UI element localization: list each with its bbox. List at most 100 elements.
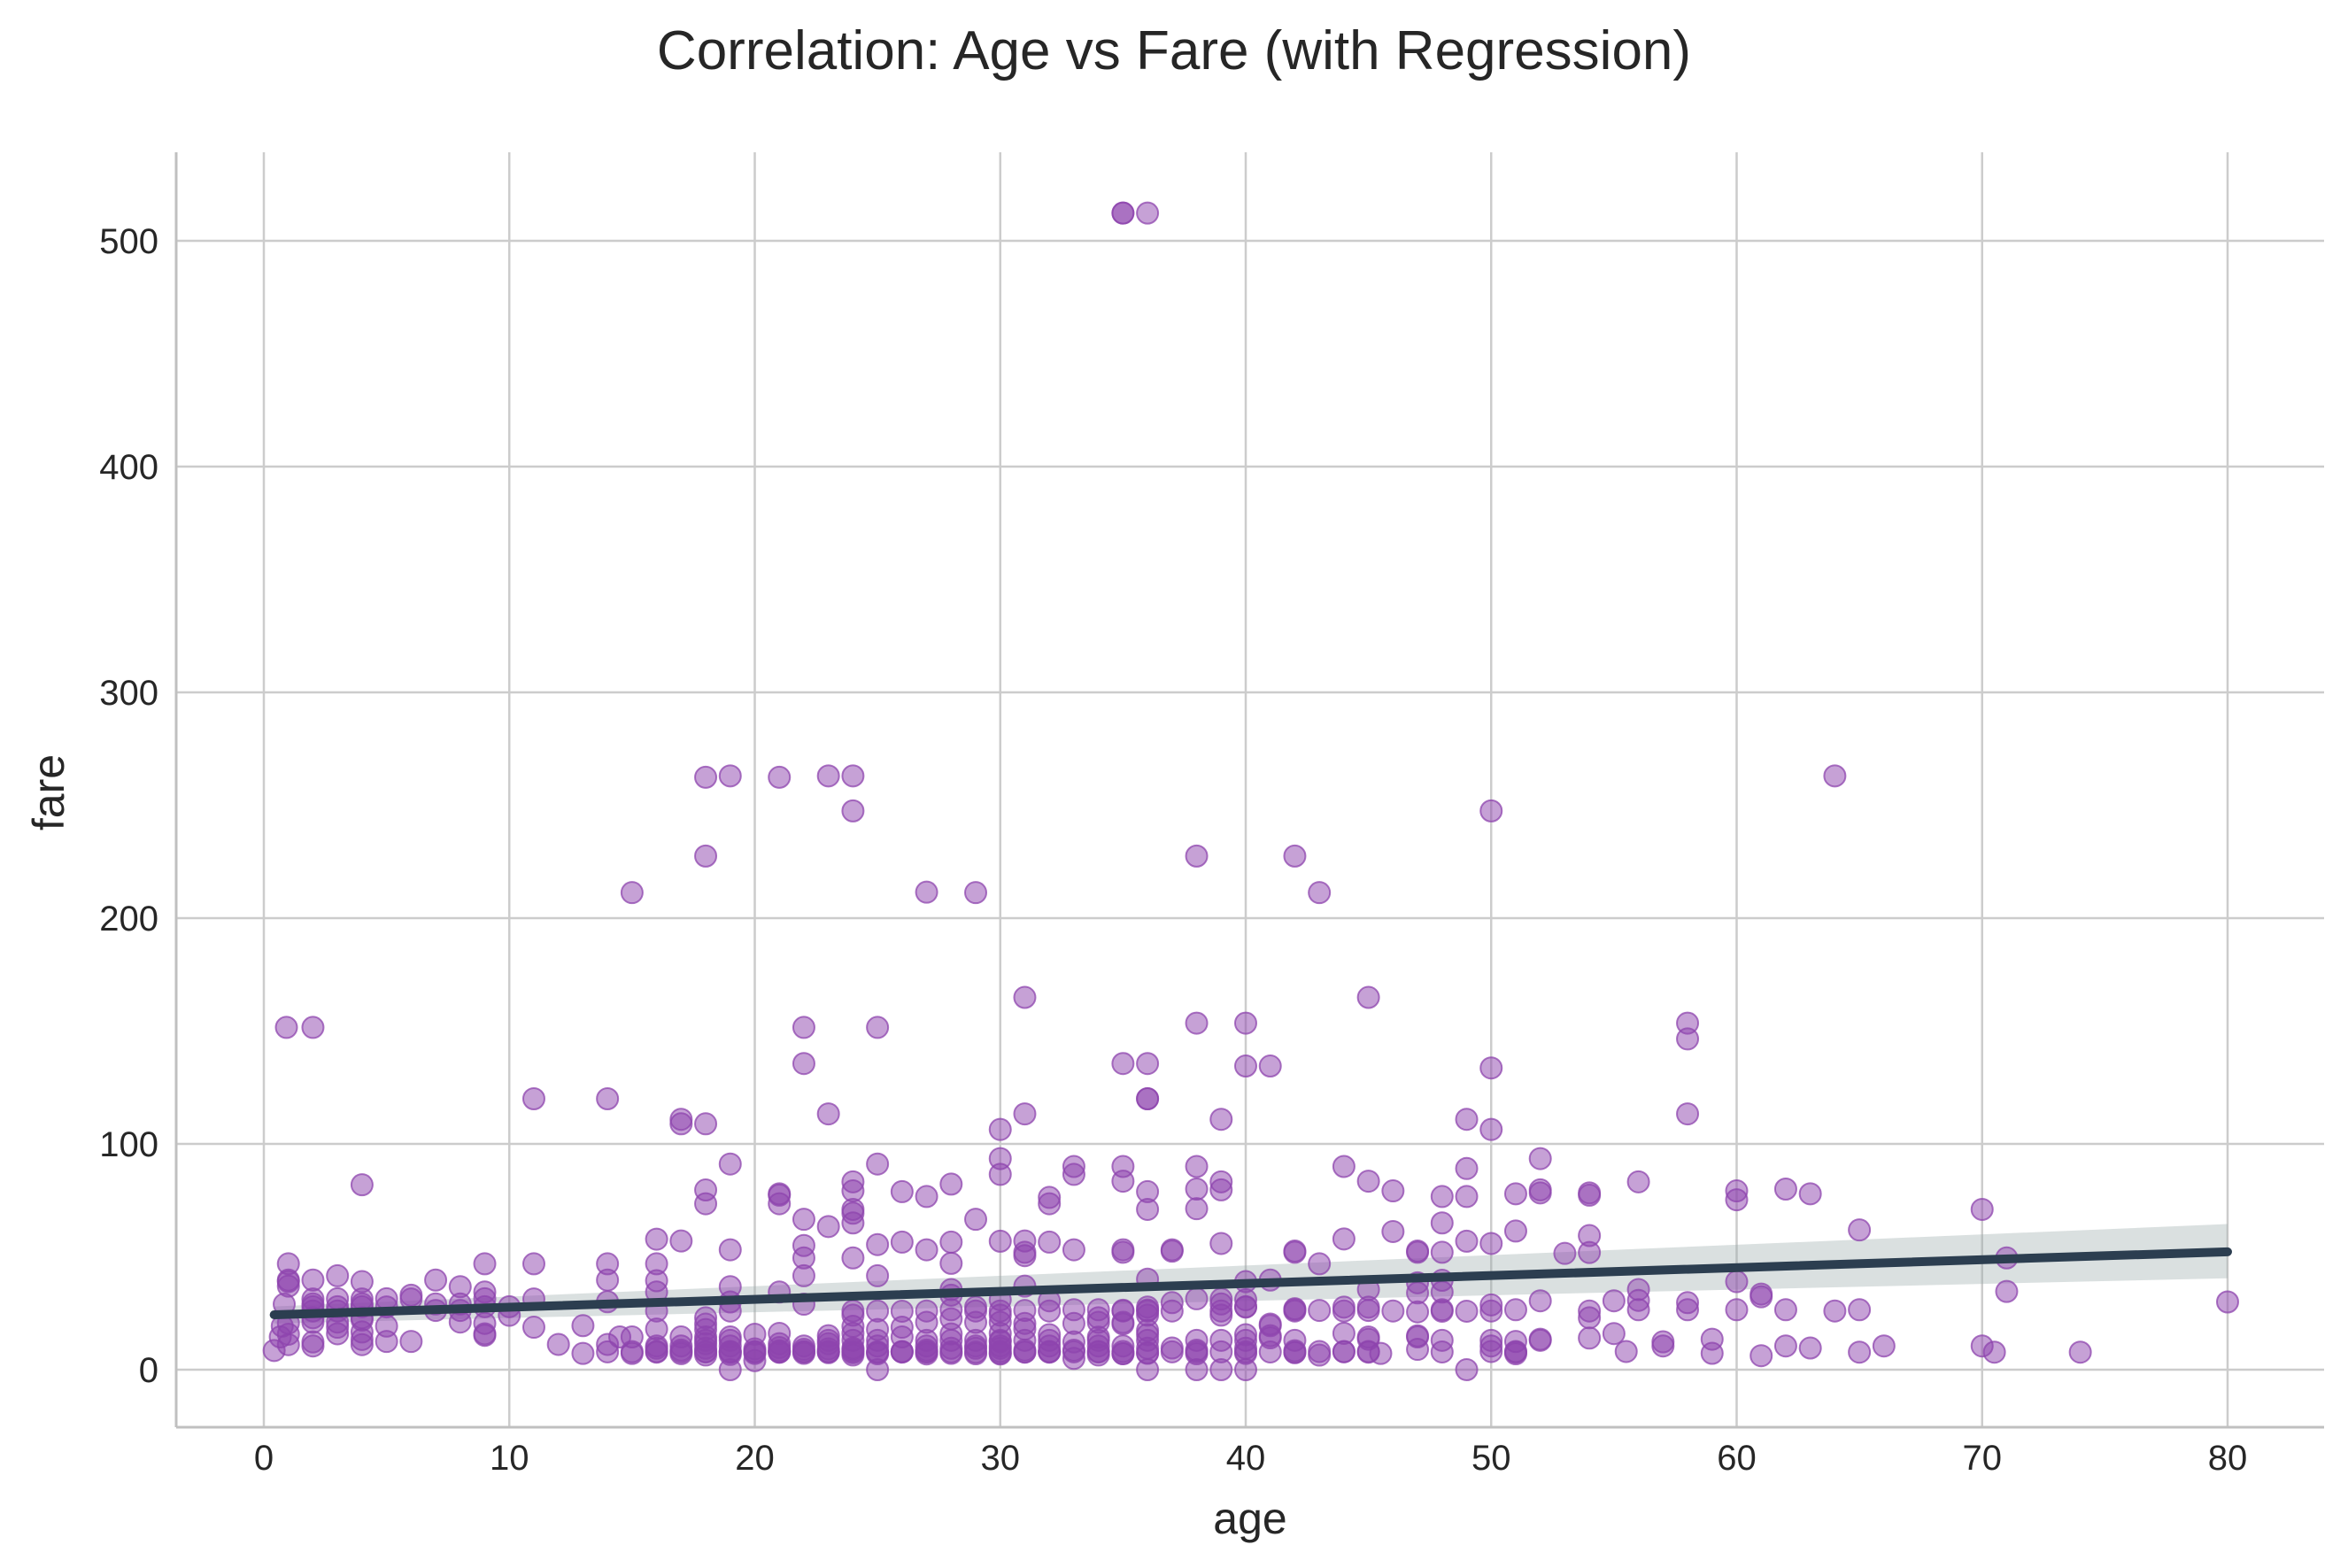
y-tick-label: 300 [99,674,158,713]
data-point [399,1330,423,1354]
data-point [1995,1279,2019,1303]
data-point [1528,1147,1552,1170]
data-point [1356,985,1380,1009]
data-point [816,1324,840,1348]
data-point [1479,1328,1503,1352]
x-tick-label: 50 [1471,1439,1511,1478]
data-point [792,1334,815,1358]
data-point [1553,1241,1577,1265]
data-point [301,1268,325,1292]
data-point [1136,1087,1160,1110]
regression-line [269,1247,2232,1320]
data-point [866,1232,890,1256]
data-point [964,881,988,905]
data-point [276,1270,300,1294]
data-point [1528,1178,1552,1201]
x-tick-label: 10 [490,1439,529,1478]
data-point [1283,1297,1307,1321]
data-point [1308,1252,1332,1276]
data-point [964,1208,988,1232]
data-point [473,1280,497,1304]
data-point [1602,1289,1626,1313]
data-point [620,1325,644,1349]
data-point [768,1321,792,1345]
data-point [1234,1323,1257,1347]
data-point [1773,1298,1797,1322]
data-point [915,1185,938,1209]
data-point [1013,985,1037,1009]
data-point [1209,1287,1233,1311]
data-point [1479,1293,1503,1317]
data-point [816,1102,840,1126]
data-point [1308,881,1332,905]
data-point [890,1230,914,1254]
data-point [1136,1052,1160,1076]
x-tick-label: 20 [735,1439,775,1478]
data-point [669,1229,693,1253]
data-point [866,1016,890,1039]
x-tick-label: 30 [981,1439,1021,1478]
data-point [768,765,792,789]
y-tick-label: 0 [139,1351,158,1390]
data-point [841,799,865,823]
data-point [1848,1218,1872,1242]
data-point [1111,1298,1135,1322]
data-point [1234,1054,1257,1078]
data-point [1479,1232,1503,1255]
data-point [350,1173,374,1197]
data-point [1725,1298,1749,1322]
data-point [571,1314,595,1338]
data-point [841,1170,865,1193]
data-point [988,1229,1012,1253]
data-point [1848,1340,1872,1364]
data-point [866,1152,890,1176]
data-point [866,1299,890,1323]
data-point [1283,844,1307,868]
data-point [301,1330,325,1354]
data-point [1258,1312,1282,1336]
data-point [890,1299,914,1323]
data-point [743,1322,767,1346]
data-point [1676,1011,1700,1035]
data-point [939,1251,963,1275]
data-point [792,1016,815,1039]
data-point [1038,1230,1062,1254]
data-point [915,1238,938,1262]
data-point [1111,1052,1135,1076]
data-point [1700,1327,1724,1351]
data-point [1185,1197,1209,1221]
data-point [1430,1211,1454,1235]
data-point [375,1314,398,1338]
data-point [2068,1340,2092,1364]
data-point [1209,1328,1233,1352]
data-point [1602,1322,1626,1346]
data-point [1332,1321,1356,1345]
data-point [1062,1155,1085,1178]
data-point [792,1052,815,1076]
data-point [1283,1239,1307,1263]
data-point [718,1238,742,1262]
data-point [1136,1179,1160,1203]
data-point [1578,1181,1602,1205]
data-point [473,1252,497,1276]
data-points [262,201,2239,1381]
data-point [1798,1336,1822,1360]
data-point [1676,1291,1700,1315]
data-point [1308,1340,1332,1363]
data-point [1209,1108,1233,1132]
data-point [1503,1298,1527,1322]
chart-title: Correlation: Age vs Fare (with Regressio… [656,20,1692,81]
data-point [1111,201,1135,225]
data-point [988,1117,1012,1141]
data-point [1381,1179,1405,1203]
data-point [915,1299,938,1323]
data-point [424,1268,448,1292]
data-point [1503,1330,1527,1354]
data-point [1111,1334,1135,1358]
data-point [1430,1240,1454,1264]
data-point [1038,1323,1062,1347]
data-point [1185,1328,1209,1352]
regression-line-path [269,1247,2232,1320]
data-point [546,1332,570,1356]
data-point [1749,1282,1773,1306]
